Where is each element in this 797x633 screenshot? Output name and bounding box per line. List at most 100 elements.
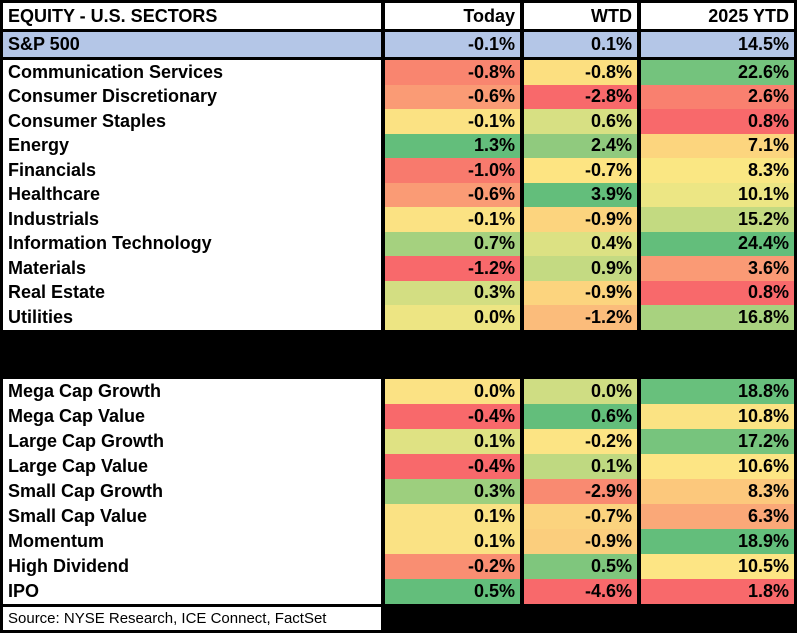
value-cell-ytd: 10.5% bbox=[637, 553, 794, 579]
value-cell-wtd: -0.9% bbox=[520, 280, 637, 305]
table-gap bbox=[3, 329, 794, 379]
value-cell-today: 0.1% bbox=[381, 528, 520, 554]
table-row-consumer-discretionary: Consumer Discretionary -0.6% -2.8% 2.6% bbox=[3, 84, 794, 109]
row-label: Momentum bbox=[3, 528, 381, 554]
row-label: Real Estate bbox=[3, 280, 381, 305]
value-cell-today: -0.4% bbox=[381, 453, 520, 479]
value-cell-today: -0.8% bbox=[381, 60, 520, 85]
value-cell-wtd: -1.2% bbox=[520, 305, 637, 330]
value-cell-wtd: -2.9% bbox=[520, 478, 637, 504]
row-label: Energy bbox=[3, 133, 381, 158]
value-cell-wtd: 2.4% bbox=[520, 133, 637, 158]
source-row: Source: NYSE Research, ICE Connect, Fact… bbox=[3, 606, 794, 630]
value-cell-wtd: 0.4% bbox=[520, 231, 637, 256]
benchmark-label: S&P 500 bbox=[3, 32, 381, 57]
value-cell-wtd: -0.9% bbox=[520, 207, 637, 232]
row-label: Small Cap Value bbox=[3, 503, 381, 529]
table-row-mega-cap-value: Mega Cap Value -0.4% 0.6% 10.8% bbox=[3, 403, 794, 429]
value-cell-wtd: -0.7% bbox=[520, 503, 637, 529]
value-cell-today: -0.1% bbox=[381, 207, 520, 232]
value-cell-today: 0.5% bbox=[381, 578, 520, 604]
value-cell-wtd: -0.9% bbox=[520, 528, 637, 554]
table-row-large-cap-value: Large Cap Value -0.4% 0.1% 10.6% bbox=[3, 453, 794, 479]
table-row-ipo: IPO 0.5% -4.6% 1.8% bbox=[3, 578, 794, 604]
value-cell-today: -0.6% bbox=[381, 182, 520, 207]
value-cell-ytd: 18.9% bbox=[637, 528, 794, 554]
row-label: Mega Cap Value bbox=[3, 403, 381, 429]
bottom-border bbox=[3, 629, 794, 633]
value-cell-ytd: 1.8% bbox=[637, 578, 794, 604]
value-cell-ytd: 15.2% bbox=[637, 207, 794, 232]
row-label: Communication Services bbox=[3, 60, 381, 85]
value-cell-wtd: -0.8% bbox=[520, 60, 637, 85]
row-label: Consumer Staples bbox=[3, 109, 381, 134]
benchmark-today: -0.1% bbox=[381, 32, 520, 57]
table-row-consumer-staples: Consumer Staples -0.1% 0.6% 0.8% bbox=[3, 109, 794, 134]
benchmark-wtd: 0.1% bbox=[520, 32, 637, 57]
value-cell-wtd: 0.1% bbox=[520, 453, 637, 479]
row-label: Industrials bbox=[3, 207, 381, 232]
value-cell-today: 0.0% bbox=[381, 305, 520, 330]
row-label: Mega Cap Growth bbox=[3, 378, 381, 404]
divider bbox=[3, 603, 794, 607]
value-cell-ytd: 7.1% bbox=[637, 133, 794, 158]
column-header-wtd: WTD bbox=[520, 3, 637, 29]
benchmark-ytd: 14.5% bbox=[637, 32, 794, 57]
value-cell-wtd: -0.2% bbox=[520, 428, 637, 454]
table-row-industrials: Industrials -0.1% -0.9% 15.2% bbox=[3, 207, 794, 232]
value-cell-today: 0.3% bbox=[381, 478, 520, 504]
row-label: IPO bbox=[3, 578, 381, 604]
table-row-energy: Energy 1.3% 2.4% 7.1% bbox=[3, 133, 794, 158]
table-row-momentum: Momentum 0.1% -0.9% 18.9% bbox=[3, 528, 794, 554]
value-cell-today: 0.7% bbox=[381, 231, 520, 256]
table-row-real-estate: Real Estate 0.3% -0.9% 0.8% bbox=[3, 280, 794, 305]
value-cell-ytd: 10.6% bbox=[637, 453, 794, 479]
column-header-ytd: 2025 YTD bbox=[637, 3, 794, 29]
table-row-mega-cap-growth: Mega Cap Growth 0.0% 0.0% 18.8% bbox=[3, 378, 794, 404]
value-cell-ytd: 3.6% bbox=[637, 256, 794, 281]
value-cell-today: -1.0% bbox=[381, 158, 520, 183]
table-row-information-technology: Information Technology 0.7% 0.4% 24.4% bbox=[3, 231, 794, 256]
value-cell-today: 0.3% bbox=[381, 280, 520, 305]
value-cell-ytd: 17.2% bbox=[637, 428, 794, 454]
row-label: High Dividend bbox=[3, 553, 381, 579]
source-row-black-filler bbox=[381, 606, 794, 630]
table-row-materials: Materials -1.2% 0.9% 3.6% bbox=[3, 256, 794, 281]
value-cell-ytd: 0.8% bbox=[637, 109, 794, 134]
value-cell-wtd: -4.6% bbox=[520, 578, 637, 604]
value-cell-today: -0.1% bbox=[381, 109, 520, 134]
row-label: Utilities bbox=[3, 305, 381, 330]
row-label: Financials bbox=[3, 158, 381, 183]
row-label: Consumer Discretionary bbox=[3, 84, 381, 109]
value-cell-wtd: 3.9% bbox=[520, 182, 637, 207]
value-cell-wtd: -2.8% bbox=[520, 84, 637, 109]
value-cell-today: 0.0% bbox=[381, 378, 520, 404]
table-row-utilities: Utilities 0.0% -1.2% 16.8% bbox=[3, 305, 794, 330]
row-label: Small Cap Growth bbox=[3, 478, 381, 504]
value-cell-ytd: 10.8% bbox=[637, 403, 794, 429]
value-cell-today: -1.2% bbox=[381, 256, 520, 281]
table-header-row: EQUITY - U.S. SECTORS Today WTD 2025 YTD bbox=[3, 3, 794, 32]
table-row-communication-services: Communication Services -0.8% -0.8% 22.6% bbox=[3, 60, 794, 85]
value-cell-ytd: 24.4% bbox=[637, 231, 794, 256]
value-cell-wtd: 0.6% bbox=[520, 403, 637, 429]
table-row-healthcare: Healthcare -0.6% 3.9% 10.1% bbox=[3, 182, 794, 207]
row-label: Large Cap Growth bbox=[3, 428, 381, 454]
value-cell-wtd: 0.0% bbox=[520, 378, 637, 404]
value-cell-ytd: 2.6% bbox=[637, 84, 794, 109]
value-cell-today: -0.6% bbox=[381, 84, 520, 109]
value-cell-ytd: 16.8% bbox=[637, 305, 794, 330]
table-row-small-cap-growth: Small Cap Growth 0.3% -2.9% 8.3% bbox=[3, 478, 794, 504]
value-cell-ytd: 0.8% bbox=[637, 280, 794, 305]
value-cell-today: -0.2% bbox=[381, 553, 520, 579]
table-row-small-cap-value: Small Cap Value 0.1% -0.7% 6.3% bbox=[3, 503, 794, 529]
table-row-financials: Financials -1.0% -0.7% 8.3% bbox=[3, 158, 794, 183]
value-cell-wtd: -0.7% bbox=[520, 158, 637, 183]
value-cell-wtd: 0.6% bbox=[520, 109, 637, 134]
value-cell-ytd: 10.1% bbox=[637, 182, 794, 207]
row-label: Materials bbox=[3, 256, 381, 281]
table-row-high-dividend: High Dividend -0.2% 0.5% 10.5% bbox=[3, 553, 794, 579]
value-cell-ytd: 18.8% bbox=[637, 378, 794, 404]
row-label: Healthcare bbox=[3, 182, 381, 207]
